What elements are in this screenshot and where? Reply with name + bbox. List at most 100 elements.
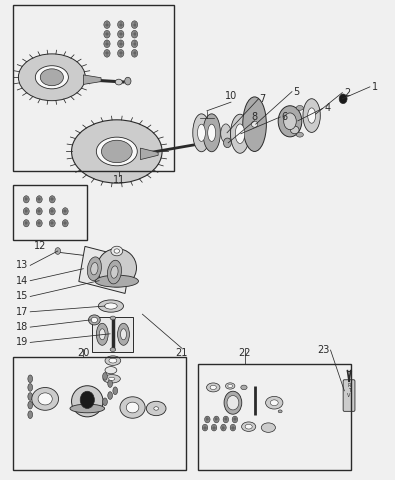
Ellipse shape [111, 266, 118, 278]
Circle shape [104, 21, 110, 28]
Ellipse shape [88, 315, 100, 325]
Circle shape [23, 208, 29, 215]
Circle shape [132, 21, 138, 28]
Text: 7: 7 [260, 94, 265, 104]
Ellipse shape [28, 384, 32, 391]
Ellipse shape [71, 120, 162, 183]
Circle shape [104, 30, 110, 38]
Ellipse shape [95, 275, 139, 287]
Ellipse shape [243, 97, 266, 152]
Circle shape [132, 40, 138, 48]
Circle shape [118, 40, 124, 48]
Ellipse shape [303, 99, 320, 132]
Ellipse shape [226, 383, 235, 389]
Bar [13, 5, 174, 170]
Ellipse shape [107, 260, 122, 284]
Ellipse shape [278, 106, 302, 137]
Circle shape [104, 40, 110, 48]
Text: 12: 12 [34, 241, 46, 251]
Bar [198, 364, 351, 470]
Ellipse shape [105, 367, 117, 374]
Text: 20: 20 [77, 348, 90, 358]
Ellipse shape [198, 124, 205, 142]
Text: 10: 10 [225, 91, 237, 101]
Ellipse shape [96, 137, 137, 166]
Ellipse shape [224, 138, 231, 148]
Ellipse shape [108, 392, 113, 399]
Circle shape [223, 416, 229, 423]
Ellipse shape [32, 387, 58, 410]
FancyBboxPatch shape [92, 317, 134, 351]
Circle shape [36, 208, 42, 215]
Circle shape [202, 424, 208, 431]
FancyBboxPatch shape [343, 380, 355, 411]
Circle shape [221, 424, 226, 431]
Polygon shape [83, 75, 101, 84]
Text: 23: 23 [317, 345, 330, 355]
Ellipse shape [105, 356, 121, 365]
Ellipse shape [118, 323, 130, 345]
Ellipse shape [270, 400, 278, 406]
Text: 8: 8 [252, 112, 258, 122]
Text: 13: 13 [16, 260, 28, 270]
Ellipse shape [207, 383, 220, 392]
Ellipse shape [252, 121, 258, 127]
Ellipse shape [19, 54, 85, 101]
Text: 1: 1 [372, 82, 378, 92]
Bar [79, 246, 131, 293]
Ellipse shape [70, 404, 105, 413]
Ellipse shape [235, 124, 245, 144]
Ellipse shape [111, 246, 123, 256]
Text: 21: 21 [175, 348, 188, 358]
Circle shape [62, 208, 68, 215]
Ellipse shape [242, 422, 256, 432]
Ellipse shape [102, 140, 132, 163]
Ellipse shape [105, 303, 117, 309]
Ellipse shape [120, 397, 145, 418]
Ellipse shape [108, 380, 113, 387]
Ellipse shape [38, 393, 52, 405]
Ellipse shape [103, 372, 107, 380]
Ellipse shape [203, 114, 220, 152]
Circle shape [49, 220, 55, 227]
Ellipse shape [261, 423, 275, 432]
Ellipse shape [278, 410, 282, 413]
Ellipse shape [28, 411, 32, 419]
Circle shape [132, 30, 138, 38]
Text: 2: 2 [344, 87, 350, 97]
Ellipse shape [193, 114, 210, 152]
Ellipse shape [115, 79, 122, 85]
Ellipse shape [40, 69, 64, 86]
Ellipse shape [103, 374, 120, 383]
Ellipse shape [91, 317, 98, 323]
Ellipse shape [97, 249, 137, 287]
Ellipse shape [113, 387, 118, 395]
Ellipse shape [99, 329, 105, 340]
Circle shape [211, 424, 217, 431]
Text: R
T
V: R T V [347, 383, 351, 398]
Text: 22: 22 [239, 348, 251, 358]
Ellipse shape [35, 66, 68, 89]
Circle shape [230, 424, 236, 431]
Circle shape [23, 220, 29, 227]
Ellipse shape [110, 348, 116, 351]
Ellipse shape [241, 385, 247, 390]
Circle shape [118, 49, 124, 57]
Bar [13, 357, 186, 470]
Text: 15: 15 [16, 291, 28, 301]
Circle shape [49, 196, 55, 203]
Circle shape [36, 196, 42, 203]
Ellipse shape [231, 114, 250, 153]
Ellipse shape [114, 249, 120, 253]
Ellipse shape [284, 113, 296, 130]
Ellipse shape [110, 316, 116, 320]
Text: 18: 18 [16, 322, 28, 332]
Circle shape [132, 49, 138, 57]
Bar [13, 185, 87, 240]
Ellipse shape [87, 257, 102, 280]
Ellipse shape [109, 377, 115, 380]
Text: 5: 5 [293, 86, 299, 96]
Ellipse shape [126, 402, 139, 413]
Ellipse shape [98, 300, 124, 312]
Ellipse shape [224, 391, 242, 414]
